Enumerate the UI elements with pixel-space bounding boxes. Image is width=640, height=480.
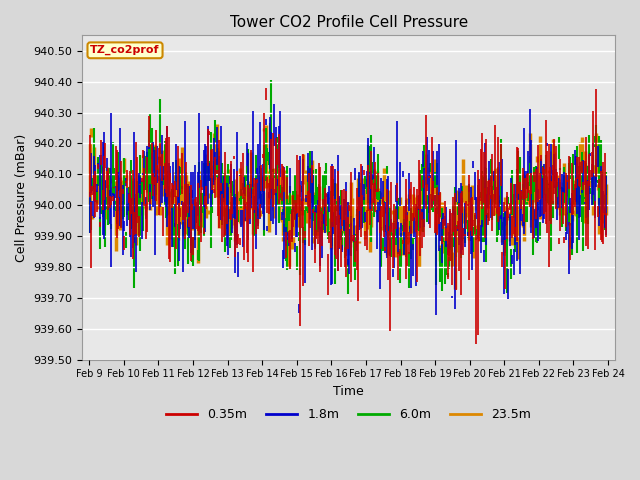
Title: Tower CO2 Profile Cell Pressure: Tower CO2 Profile Cell Pressure — [230, 15, 468, 30]
Y-axis label: Cell Pressure (mBar): Cell Pressure (mBar) — [15, 133, 28, 262]
Legend: 0.35m, 1.8m, 6.0m, 23.5m: 0.35m, 1.8m, 6.0m, 23.5m — [161, 403, 536, 426]
Text: TZ_co2prof: TZ_co2prof — [90, 45, 160, 55]
X-axis label: Time: Time — [333, 385, 364, 398]
